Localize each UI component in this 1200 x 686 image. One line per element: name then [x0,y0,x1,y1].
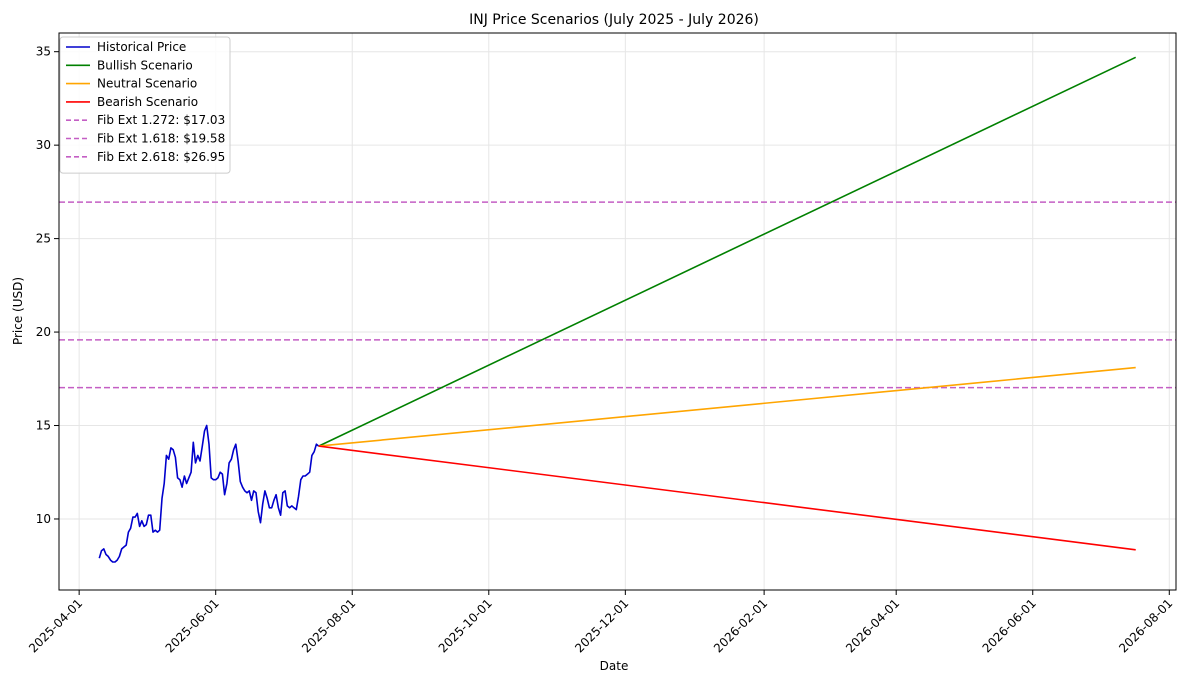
y-tick-label: 10 [36,512,51,526]
chart-title: INJ Price Scenarios (July 2025 - July 20… [469,12,759,28]
reference-lines [59,201,1176,389]
y-tick-label: 25 [36,232,51,246]
legend-label: Bearish Scenario [97,95,198,109]
legend-label: Fib Ext 1.272: $17.03 [97,113,225,127]
series-line-1 [318,56,1137,447]
legend-label: Neutral Scenario [97,77,197,91]
series-line-0 [98,424,320,563]
y-tick-label: 30 [36,138,51,152]
legend-label: Historical Price [97,40,186,54]
legend-label: Fib Ext 2.618: $26.95 [97,150,225,164]
grid [59,33,1176,590]
y-axis-title: Price (USD) [11,277,25,345]
y-tick-label: 35 [36,45,51,59]
series-line-2 [318,366,1136,447]
y-tick-label: 20 [36,325,51,339]
plot-area-frame [58,32,1177,591]
series-lines [98,56,1137,563]
legend-box [59,36,231,174]
legend-label: Bullish Scenario [97,58,193,72]
y-tick-label: 15 [36,419,51,433]
y-axis: 10 15 20 25 30 35 [36,45,59,526]
series-line-3 [318,445,1136,551]
x-axis-title: Date [600,659,629,673]
legend-label: Fib Ext 1.618: $19.58 [97,132,225,146]
legend: Historical Price Bullish Scenario Neutral … [59,36,231,174]
